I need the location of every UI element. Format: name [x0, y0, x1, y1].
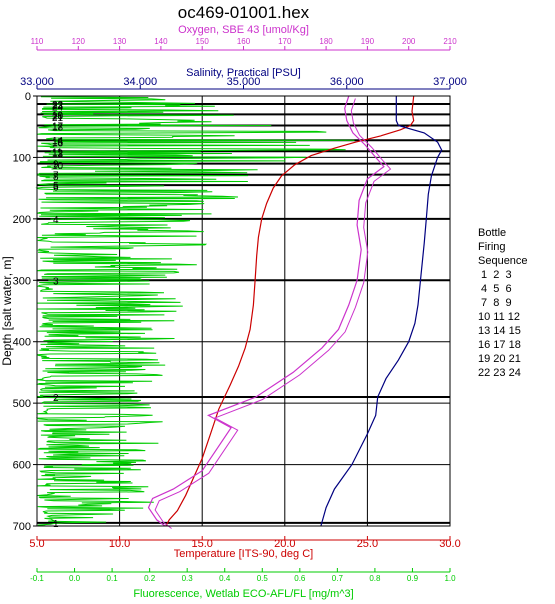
legend-row: 13 14 15 [478, 325, 521, 337]
salinity-tick-label: 33.000 [20, 76, 54, 88]
y-tick-label: 500 [13, 398, 31, 410]
bottle-number-label: 11 [52, 147, 63, 158]
bottle-number-label: 7 [53, 171, 59, 182]
y-tick-label: 100 [13, 152, 31, 164]
oxygen-tick-label: 150 [196, 37, 210, 46]
legend-title-line: Sequence [478, 255, 528, 267]
bottle-number-label: 5 [53, 181, 59, 192]
bottle-number-label: 15 [52, 137, 64, 148]
oxygen-tick-label: 110 [31, 37, 44, 46]
salinity-tick-label: 37.000 [433, 76, 467, 88]
legend-row: 22 23 24 [478, 367, 521, 379]
oxygen-line [154, 98, 392, 529]
fluorescence-line [35, 95, 355, 527]
salinity-axis-label: Salinity, Practical [PSU] [186, 67, 301, 79]
oxygen-tick-label: 130 [113, 37, 127, 46]
y-tick-label: 400 [13, 337, 31, 349]
fluorescence-tick-label: 0.9 [407, 574, 419, 583]
oxygen-tick-label: 180 [319, 37, 333, 46]
fluorescence-tick-label: 0.7 [332, 574, 344, 583]
fluorescence-tick-label: 1.0 [444, 574, 456, 583]
temperature-tick-label: 20.0 [274, 538, 295, 550]
legend-row: 10 11 12 [478, 311, 521, 323]
fluorescence-tick-label: 0.1 [107, 574, 119, 583]
y-tick-label: 600 [13, 460, 31, 472]
y-tick-label: 0 [25, 91, 31, 103]
fluorescence-tick-label: 0.5 [257, 574, 269, 583]
salinity-line [320, 96, 443, 527]
bottle-number-label: 4 [53, 215, 59, 226]
bottle-number-label: 19 [52, 110, 64, 121]
legend-row: 1 2 3 [481, 269, 512, 281]
fluorescence-tick-label: 0.6 [294, 574, 306, 583]
salinity-tick-label: 36.000 [330, 76, 364, 88]
bottle-number-label: 14 [52, 136, 64, 147]
bottle-number-label: 10 [52, 161, 64, 172]
temperature-tick-label: 5.0 [29, 538, 44, 550]
fluorescence-tick-label: 0.2 [144, 574, 156, 583]
bottle-number-label: 21 [52, 113, 64, 124]
fluorescence-tick-label: -0.1 [30, 574, 44, 583]
legend-title-line: Bottle [478, 227, 507, 239]
oxygen-axis-label: Oxygen, SBE 43 [umol/Kg] [178, 24, 309, 36]
chart-title: oc469-01001.hex [178, 3, 310, 22]
bottle-number-label: 23 [52, 101, 64, 112]
oxygen-tick-label: 210 [443, 37, 457, 46]
bottle-number-label: 16 [52, 139, 64, 150]
legend-row: 16 17 18 [478, 339, 521, 351]
oxygen-tick-label: 120 [72, 37, 86, 46]
fluorescence-tick-label: 0.4 [219, 574, 231, 583]
oxygen-line [147, 95, 385, 527]
y-tick-label: 200 [13, 214, 31, 226]
plot-frame [36, 95, 451, 527]
bottle-number-label: 18 [52, 123, 64, 134]
fluorescence-tick-label: 0.0 [69, 574, 81, 583]
bottle-number-label: 20 [52, 112, 64, 123]
oxygen-tick-label: 140 [154, 37, 168, 46]
temperature-tick-label: 10.0 [109, 538, 130, 550]
bottle-number-label: 1 [53, 519, 59, 530]
bottle-number-label: 17 [52, 121, 64, 132]
bottle-number-label: 2 [53, 393, 59, 404]
temperature-axis-label: Temperature [ITS-90, deg C] [174, 548, 313, 560]
bottle-firing-legend: Bottle Firing Sequence 1 2 3 4 5 6 7 8 9… [478, 226, 528, 380]
fluorescence-axis-label: Fluorescence, Wetlab ECO-AFL/FL [mg/m^3] [133, 588, 353, 600]
bottle-number-label: 8 [53, 172, 59, 183]
temperature-tick-label: 25.0 [357, 538, 378, 550]
bottle-number-label: 12 [52, 148, 64, 159]
bottle-number-label: 13 [52, 150, 64, 161]
legend-row: 4 5 6 [481, 283, 512, 295]
fluorescence-tick-label: 0.8 [369, 574, 381, 583]
oxygen-tick-label: 190 [361, 37, 375, 46]
temperature-tick-label: 30.0 [439, 538, 460, 550]
bottle-number-label: 6 [53, 182, 59, 193]
oxygen-tick-label: 170 [278, 37, 292, 46]
oxygen-tick-label: 160 [237, 37, 251, 46]
bottle-number-label: 24 [52, 102, 64, 113]
legend-row: 7 8 9 [481, 297, 512, 309]
y-axis-label: Depth [salt water, m] [0, 256, 14, 365]
legend-title-line: Firing [478, 241, 506, 253]
temperature-line [165, 95, 415, 527]
bottle-number-label: 3 [53, 276, 59, 287]
fluorescence-tick-label: 0.3 [182, 574, 194, 583]
y-tick-label: 700 [13, 521, 31, 533]
y-tick-label: 300 [13, 275, 31, 287]
temperature-tick-label: 15.0 [191, 538, 212, 550]
salinity-tick-label: 35.000 [227, 76, 261, 88]
legend-row: 19 20 21 [478, 353, 521, 365]
salinity-tick-label: 34.000 [123, 76, 157, 88]
bottle-number-label: 9 [53, 160, 59, 171]
oxygen-tick-label: 200 [402, 37, 416, 46]
bottle-number-label: 22 [52, 100, 64, 111]
